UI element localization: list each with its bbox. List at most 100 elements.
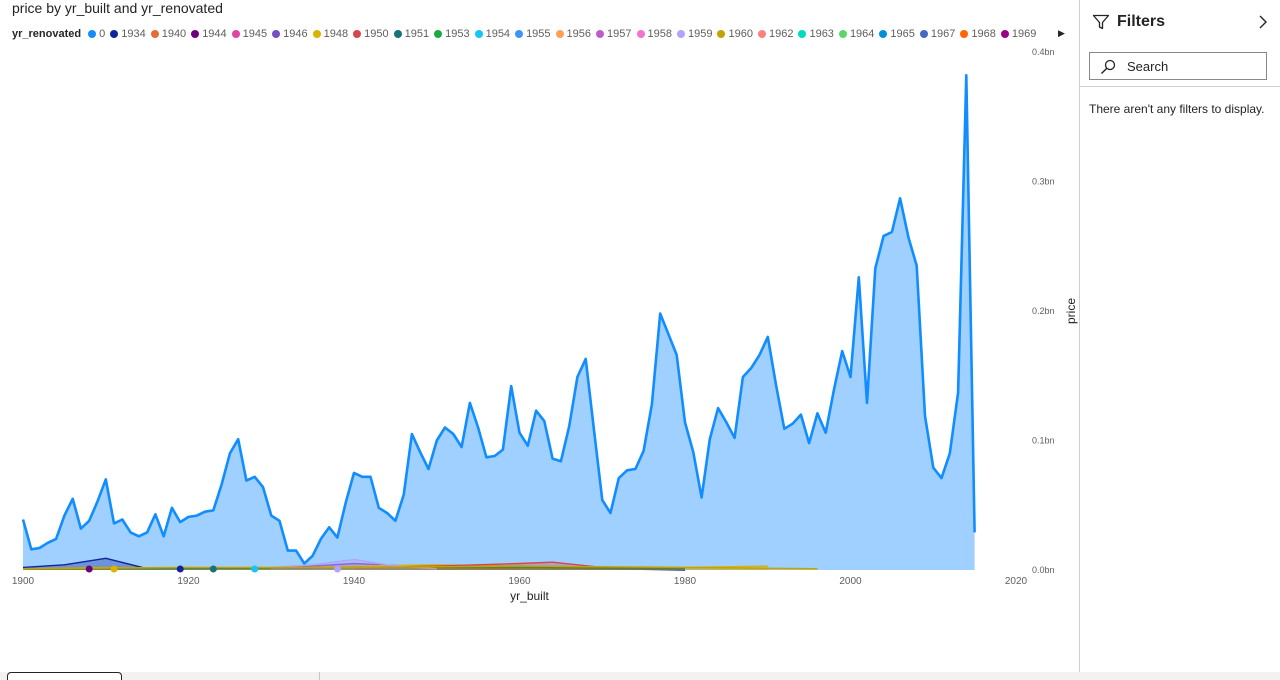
legend-item[interactable]: 1944 <box>191 28 226 40</box>
legend-marker <box>434 30 442 38</box>
legend-item[interactable]: 1969 <box>1001 28 1036 40</box>
legend-item[interactable]: 1967 <box>920 28 955 40</box>
legend-marker <box>1001 30 1009 38</box>
filters-title: Filters <box>1117 13 1165 31</box>
legend-marker <box>353 30 361 38</box>
chevron-right-icon[interactable] <box>1256 14 1270 30</box>
legend-label: 1955 <box>526 28 550 40</box>
legend-marker <box>839 30 847 38</box>
page-tabs-divider <box>319 672 320 680</box>
filters-divider <box>1080 86 1280 87</box>
legend-marker <box>920 30 928 38</box>
legend-label: 1950 <box>364 28 388 40</box>
x-tick-label: 1920 <box>177 576 200 587</box>
y-tick-label: 0.0bn <box>1032 565 1055 575</box>
legend-label: 1965 <box>890 28 914 40</box>
legend-item[interactable]: 1968 <box>960 28 995 40</box>
x-tick-label: 1900 <box>12 576 35 587</box>
legend-label: 1963 <box>809 28 833 40</box>
legend-item[interactable]: 1953 <box>434 28 469 40</box>
filters-header: Filters <box>1080 0 1280 44</box>
legend-label: 1951 <box>405 28 429 40</box>
legend-marker <box>798 30 806 38</box>
legend-label: 1960 <box>728 28 752 40</box>
legend-label: 1959 <box>688 28 712 40</box>
series-marker-1944 <box>86 566 93 573</box>
legend-item[interactable]: 1959 <box>677 28 712 40</box>
legend-marker <box>88 30 96 38</box>
legend-label: 1948 <box>324 28 348 40</box>
chart-title: price by yr_built and yr_renovated <box>12 0 223 16</box>
filter-icon <box>1092 13 1110 31</box>
legend-item[interactable]: 1964 <box>839 28 874 40</box>
legend-item[interactable]: 1960 <box>717 28 752 40</box>
legend-label: 1953 <box>445 28 469 40</box>
legend-item[interactable]: 1948 <box>313 28 348 40</box>
legend-item[interactable]: 1934 <box>110 28 145 40</box>
legend-item[interactable]: 1958 <box>637 28 672 40</box>
series-marker-1934 <box>177 566 184 573</box>
y-tick-label: 0.2bn <box>1032 306 1055 316</box>
legend-label: 1956 <box>567 28 591 40</box>
page-tab[interactable] <box>7 672 122 680</box>
legend-marker <box>272 30 280 38</box>
y-tick-label: 0.1bn <box>1032 436 1055 446</box>
filters-pane: Filters There aren't any filters to disp… <box>1079 0 1280 672</box>
legend-item[interactable]: 1940 <box>151 28 186 40</box>
legend-marker <box>960 30 968 38</box>
legend-marker <box>596 30 604 38</box>
page-tabs-bar <box>0 672 1280 680</box>
series-marker-1959 <box>334 566 341 573</box>
legend-label: 1940 <box>162 28 186 40</box>
legend-marker <box>717 30 725 38</box>
legend-item[interactable]: 1963 <box>798 28 833 40</box>
filters-search-input[interactable] <box>1127 58 1257 74</box>
filters-search-box[interactable] <box>1089 52 1267 80</box>
legend-item[interactable]: 1951 <box>394 28 429 40</box>
filters-empty-message: There aren't any filters to display. <box>1089 102 1264 116</box>
legend-next-arrow-icon[interactable]: ▶ <box>1058 28 1068 38</box>
legend-label: 0 <box>99 28 105 40</box>
legend-item[interactable]: 0 <box>88 28 105 40</box>
legend-item[interactable]: 1957 <box>596 28 631 40</box>
legend-marker <box>110 30 118 38</box>
legend-label: 1968 <box>971 28 995 40</box>
x-tick-label: 1940 <box>343 576 366 587</box>
legend-label: 1962 <box>769 28 793 40</box>
legend-item[interactable]: 1955 <box>515 28 550 40</box>
legend-item[interactable]: 1950 <box>353 28 388 40</box>
y-tick-label: 0.3bn <box>1032 177 1055 187</box>
y-axis-title: price <box>1064 298 1078 324</box>
legend-marker <box>313 30 321 38</box>
legend-label: 1945 <box>243 28 267 40</box>
y-tick-label: 0.4bn <box>1032 47 1055 57</box>
legend-item[interactable]: 1962 <box>758 28 793 40</box>
series-marker-1951 <box>210 566 217 573</box>
legend-label: 1967 <box>931 28 955 40</box>
legend-marker <box>151 30 159 38</box>
x-tick-label: 1980 <box>674 576 697 587</box>
legend-marker <box>677 30 685 38</box>
legend-item[interactable]: 1954 <box>475 28 510 40</box>
legend-items: 0 1934 1940 1944 1945 1946 1948 1950 1951 1953 195… <box>88 28 1041 40</box>
area-chart: 0.0bn 0.1bn 0.2bn 0.3bn 0.4bn price 1900 1920 19… <box>0 40 1079 610</box>
legend-label: 1934 <box>121 28 145 40</box>
series-marker-1948 <box>111 566 118 573</box>
legend-item[interactable]: 1945 <box>232 28 267 40</box>
report-canvas: price by yr_built and yr_renovated yr_re… <box>0 0 1079 672</box>
legend-item[interactable]: 1946 <box>272 28 307 40</box>
series-marker-1954 <box>251 566 258 573</box>
legend-label: 1954 <box>486 28 510 40</box>
legend-marker <box>515 30 523 38</box>
legend-marker <box>191 30 199 38</box>
legend-marker <box>637 30 645 38</box>
legend-marker <box>879 30 887 38</box>
x-axis-title: yr_built <box>510 589 549 603</box>
legend-item[interactable]: 1956 <box>556 28 591 40</box>
x-tick-label: 2000 <box>839 576 862 587</box>
legend-item[interactable]: 1965 <box>879 28 914 40</box>
x-tick-label: 1960 <box>508 576 531 587</box>
legend-marker <box>394 30 402 38</box>
legend-label: 1957 <box>607 28 631 40</box>
search-icon <box>1100 59 1116 75</box>
